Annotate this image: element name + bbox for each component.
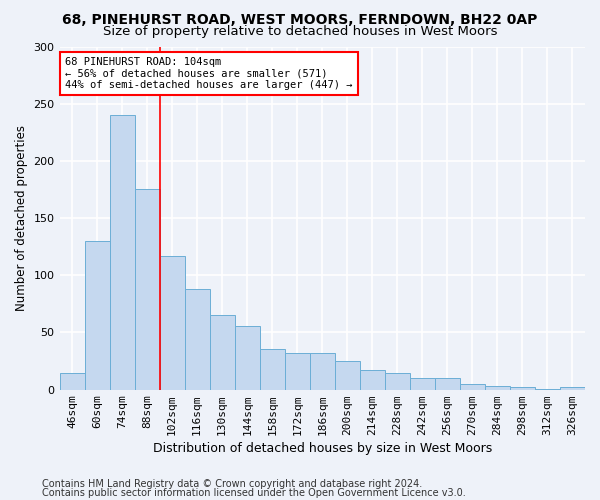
Bar: [185, 289, 209, 390]
Bar: [460, 384, 485, 390]
Text: 68, PINEHURST ROAD, WEST MOORS, FERNDOWN, BH22 0AP: 68, PINEHURST ROAD, WEST MOORS, FERNDOWN…: [62, 12, 538, 26]
X-axis label: Distribution of detached houses by size in West Moors: Distribution of detached houses by size …: [152, 442, 492, 455]
Bar: [209, 316, 235, 390]
Bar: [410, 378, 435, 390]
Bar: [360, 370, 385, 390]
Bar: [510, 388, 535, 390]
Bar: [335, 361, 360, 390]
Bar: [285, 353, 310, 390]
Bar: [85, 241, 110, 390]
Bar: [485, 386, 510, 390]
Bar: [235, 326, 260, 390]
Y-axis label: Number of detached properties: Number of detached properties: [15, 125, 28, 311]
Text: 68 PINEHURST ROAD: 104sqm
← 56% of detached houses are smaller (571)
44% of semi: 68 PINEHURST ROAD: 104sqm ← 56% of detac…: [65, 57, 352, 90]
Text: Contains HM Land Registry data © Crown copyright and database right 2024.: Contains HM Land Registry data © Crown c…: [42, 479, 422, 489]
Bar: [435, 378, 460, 390]
Text: Contains public sector information licensed under the Open Government Licence v3: Contains public sector information licen…: [42, 488, 466, 498]
Bar: [260, 348, 285, 390]
Text: Size of property relative to detached houses in West Moors: Size of property relative to detached ho…: [103, 25, 497, 38]
Bar: [560, 388, 585, 390]
Bar: [385, 372, 410, 390]
Bar: [110, 115, 134, 390]
Bar: [535, 388, 560, 390]
Bar: [310, 353, 335, 390]
Bar: [160, 256, 185, 390]
Bar: [59, 372, 85, 390]
Bar: [134, 190, 160, 390]
